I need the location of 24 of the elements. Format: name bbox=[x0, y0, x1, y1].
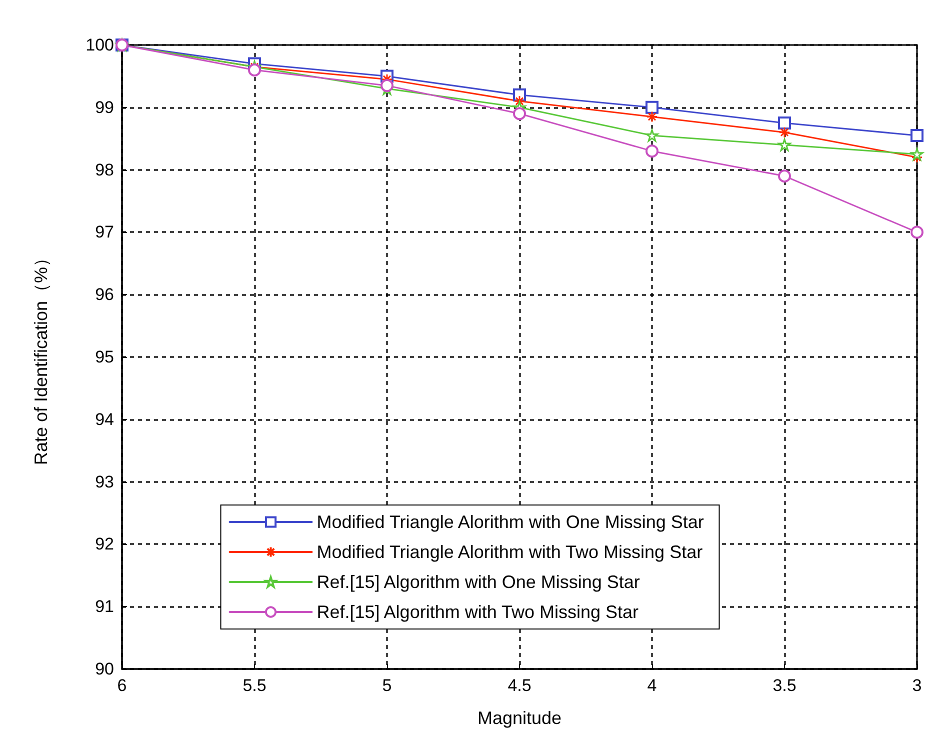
legend-label: Modified Triangle Alorithm with Two Missing Star bbox=[316, 542, 703, 562]
legend-label: Ref.[15] Algorithm with Two Missing Star bbox=[316, 602, 639, 622]
x-tick-label: 6 bbox=[117, 676, 127, 695]
y-tick-label: 95 bbox=[95, 348, 114, 366]
y-axis-title: Rate of Identification（%） bbox=[31, 248, 51, 466]
x-tick-label: 5 bbox=[382, 676, 392, 695]
x-tick-label: 3 bbox=[912, 676, 922, 695]
legend-label: Modified Triangle Alorithm with One Missing Star bbox=[316, 512, 704, 532]
legend-label: Ref.[15] Algorithm with One Missing Star bbox=[316, 572, 640, 592]
x-axis-title: Magnitude bbox=[477, 708, 562, 728]
x-tick-label: 4 bbox=[647, 676, 657, 695]
y-tick-label: 94 bbox=[95, 410, 114, 429]
x-tick-label: 5.5 bbox=[242, 676, 266, 695]
x-tick-label: 3.5 bbox=[772, 676, 796, 695]
x-tick-label: 4.5 bbox=[508, 676, 532, 695]
y-tick-label: 98 bbox=[95, 160, 114, 180]
y-tick-label: 99 bbox=[95, 98, 114, 117]
y-tick-label: 96 bbox=[95, 285, 114, 304]
y-tick-label: 90 bbox=[95, 660, 114, 678]
y-tick-label: 92 bbox=[95, 534, 114, 554]
y-tick-label: 97 bbox=[95, 222, 114, 242]
y-tick-label: 91 bbox=[95, 597, 114, 616]
y-tick-label: 100 bbox=[86, 36, 114, 54]
y-tick-label: 93 bbox=[95, 472, 114, 492]
